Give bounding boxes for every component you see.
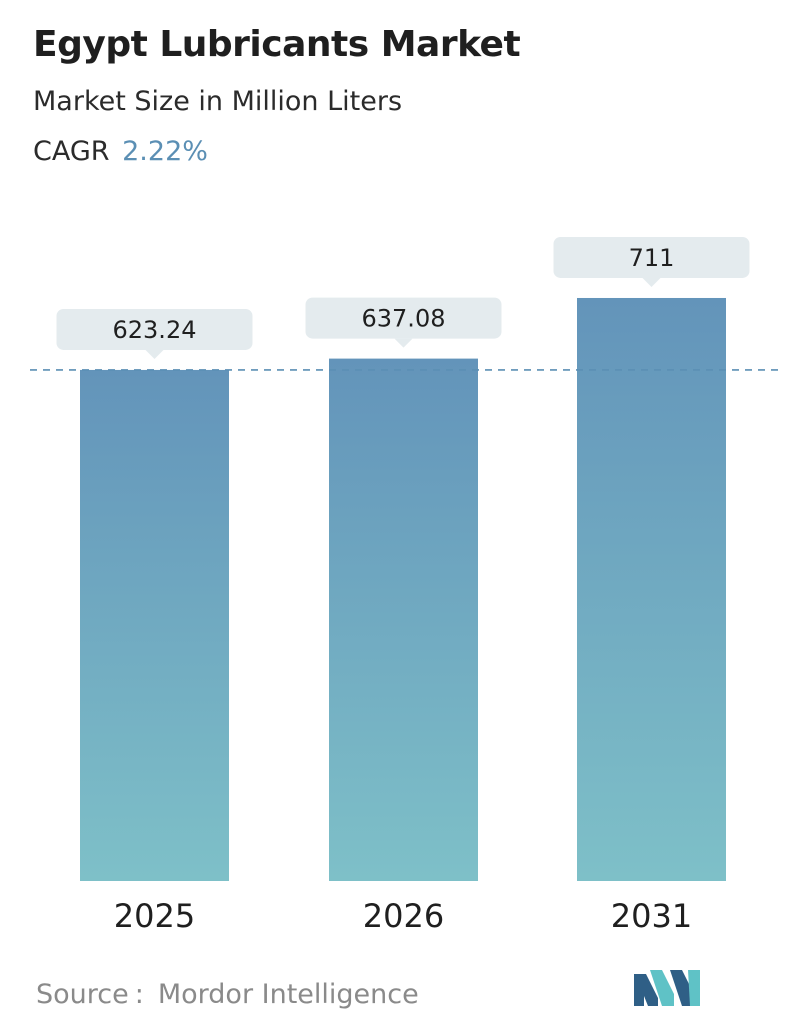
x-tick-label-2026: 2026: [363, 897, 444, 935]
source-label: Source: [36, 979, 129, 1010]
chart-title: Egypt Lubricants Market: [33, 24, 521, 65]
cagr-line: CAGR 2.22%: [33, 136, 208, 167]
bar-2025: [80, 369, 229, 881]
source-colon: :: [134, 979, 144, 1010]
x-tick-label-2025: 2025: [114, 897, 195, 935]
cagr-value: 2.22%: [122, 136, 208, 167]
x-tick-label-2031: 2031: [611, 897, 692, 935]
cagr-label: CAGR: [33, 136, 110, 167]
value-label-2025: 623.24: [113, 316, 197, 344]
value-label-callout-2025: 623.24: [56, 308, 253, 359]
value-label-2026: 637.08: [362, 305, 446, 333]
source-name: Mordor Intelligence: [157, 979, 419, 1010]
bar-2026: [329, 358, 478, 882]
source-line: Source: Mordor Intelligence: [36, 979, 419, 1010]
value-label-callout-2031: 711: [553, 236, 750, 287]
bar-2031: [577, 297, 726, 882]
value-label-2031: 711: [629, 244, 675, 272]
value-label-callout-2026: 637.08: [305, 297, 502, 348]
chart-subtitle: Market Size in Million Liters: [33, 86, 403, 117]
mordor-intelligence-logo-icon: [634, 970, 700, 1006]
